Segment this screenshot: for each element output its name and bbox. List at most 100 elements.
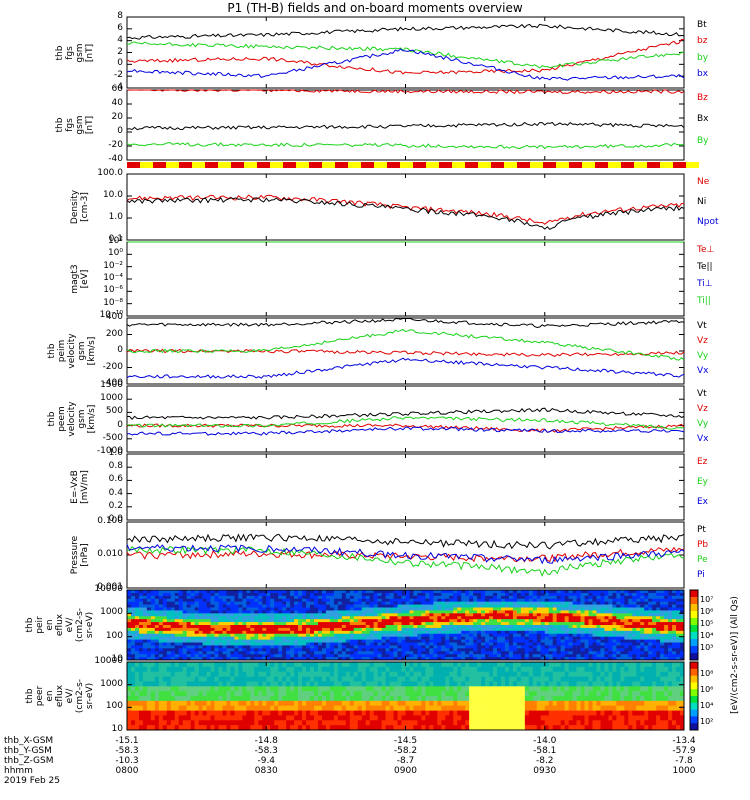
pressure-legend-1: Pb [697, 540, 709, 550]
fgs2-legend-1: Bx [697, 114, 709, 125]
fgs2-frame [126, 89, 685, 161]
ephemeris-value: -14.8 [254, 736, 278, 746]
density-legend-1: Ni [697, 197, 707, 207]
fgs1-series-by [126, 41, 685, 69]
ephemeris-value: -14.0 [533, 736, 557, 746]
colorbar-tick-top: 10⁴ [700, 631, 714, 640]
ephemeris-value: -10.3 [115, 756, 139, 766]
peem-ytick: -500 [102, 432, 123, 443]
density-series-ne [126, 194, 685, 225]
peem-legend-3: Vx [697, 434, 709, 444]
fgs2-ytick: 40 [111, 98, 123, 108]
density-legend-2: Npot [697, 217, 719, 227]
efield-legend-2: Ex [697, 497, 709, 507]
peir-ytick: 100 [105, 630, 123, 641]
fgs1-legend-1: bz [697, 36, 708, 47]
peim-ytick: 400 [105, 312, 123, 322]
efield-ytick: 0.0 [108, 514, 123, 524]
peir-ytick: 10 [111, 654, 123, 664]
fgs1-ytick: 6 [117, 22, 123, 33]
ephemeris-label: thb_Y-GSM [4, 746, 52, 756]
peim-ytick: 0 [117, 345, 123, 355]
fgs1-ytick: 4 [117, 34, 123, 45]
peem-ytick: 1500 [100, 380, 123, 390]
peir-ylabel: thb peir en eflux eV/ (cm2-s- sr-eV) [25, 607, 95, 643]
pressure-ylabel: Pressure [nPa] [70, 535, 90, 575]
density-ylabel: Density [cm-3] [70, 189, 90, 225]
peem-series-vy [126, 416, 685, 430]
pressure-ytick: 0.010 [97, 549, 123, 559]
temp-ytick: 10⁻⁶ [103, 285, 123, 296]
colorbar-tick-top: 10⁷ [700, 595, 714, 604]
peer-ytick: 10 [111, 724, 123, 734]
fgs2-ylabel: thb fgs gsm [nT] [55, 115, 95, 135]
ephemeris-value: -58.2 [393, 746, 418, 756]
ephemeris-value: -13.4 [672, 736, 696, 746]
ephemeris-value: -15.1 [115, 736, 139, 746]
ephemeris-value: 1000 [672, 766, 696, 776]
colorbar-tick-bottom: 10⁸ [700, 669, 714, 678]
peim-legend-2: Vy [697, 351, 709, 361]
temp-ytick: 10⁻² [103, 260, 123, 271]
peem-frame [126, 385, 685, 453]
peim-legend-3: Vx [697, 366, 709, 376]
ephemeris-label: thb_Z-GSM [4, 756, 54, 766]
colorbar-tick-bottom: 10⁴ [700, 701, 714, 710]
fgs2-ytick: -20 [108, 140, 123, 150]
fgs1-legend-2: by [697, 52, 709, 63]
density-legend-0: Ne [697, 177, 710, 187]
colorbar-tick-top: 10³ [700, 643, 714, 652]
ephemeris-label: 2019 Feb 25 [4, 776, 61, 786]
efield-ytick: 0.8 [108, 461, 123, 472]
efield-legend-0: Ez [697, 457, 708, 467]
peim-ytick: 200 [105, 328, 123, 339]
peem-ytick: -1000 [96, 446, 123, 456]
peim-series-vx [126, 357, 685, 379]
peem-ytick: 500 [105, 406, 123, 417]
pressure-series-pb [126, 546, 685, 563]
temp-legend-3: Ti|| [697, 296, 711, 306]
ephemeris-value: -58.3 [254, 746, 278, 756]
quality-flag-bar [127, 162, 699, 168]
ephemeris-value: -8.7 [396, 756, 415, 766]
efield-frame [126, 453, 685, 521]
efield-ytick: 0.4 [108, 487, 123, 498]
fgs1-ytick: -4 [114, 82, 123, 92]
fgs1-ytick: 2 [117, 46, 123, 57]
peim-legend-0: Vt [697, 321, 707, 331]
fgs1-series-bt [126, 23, 685, 40]
fgs1-legend-3: bx [697, 68, 709, 79]
peir-ytick: 1000 [100, 607, 123, 618]
density-ytick: 10.0 [102, 190, 123, 200]
peim-series-vz [126, 348, 685, 357]
temp-ylabel: magt3 [eV] [70, 264, 90, 294]
fgs2-ytick: -40 [108, 154, 123, 164]
fgs1-ytick: -2 [114, 70, 123, 81]
fgs1-legend-0: Bt [697, 20, 707, 30]
pressure-series-pt [126, 533, 685, 550]
pressure-series-pi [126, 544, 685, 565]
fgs2-ytick: 0 [117, 126, 123, 136]
ephemeris-value: -14.5 [393, 736, 418, 746]
peem-ytick: 0 [117, 419, 123, 430]
peim-legend-1: Vz [697, 336, 708, 346]
colorbar-tick-top: 10⁶ [700, 607, 714, 616]
fgs1-series-bz [126, 38, 685, 75]
pressure-series-pe [126, 545, 685, 577]
ephemeris-value: -57.9 [672, 746, 696, 756]
temp-legend-1: Te|| [697, 262, 713, 272]
fgs2-series-by [126, 142, 685, 150]
peer-ylabel: thb peer en eflux eV/ (cm2-s- sr-eV) [25, 678, 95, 714]
temp-legend-0: Te⊥ [697, 245, 715, 255]
fgs2-legend-0: Bz [697, 93, 708, 103]
temp-ytick: 10⁻¹⁰ [99, 310, 123, 320]
fgs1-ytick: 0 [117, 58, 123, 69]
density-series-ni [126, 196, 685, 231]
peir-spectrogram [127, 590, 685, 661]
temp-ytick: 10⁻⁸ [103, 297, 123, 308]
pressure-legend-3: Pi [697, 570, 705, 580]
ephemeris-value: -7.8 [675, 756, 693, 766]
efield-ytick: 0.6 [108, 474, 123, 485]
temp-frame [126, 241, 685, 317]
